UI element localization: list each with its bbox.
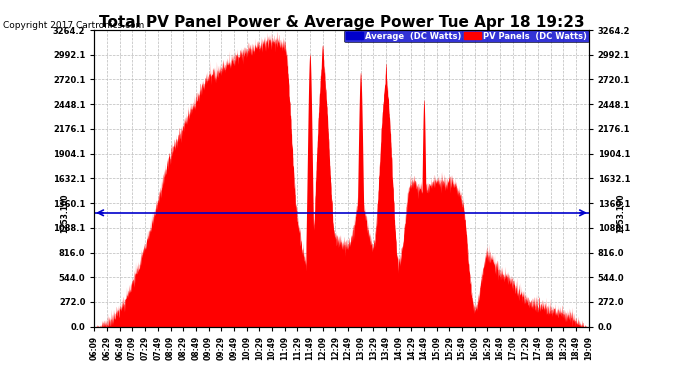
Text: Copyright 2017 Cartronics.com: Copyright 2017 Cartronics.com (3, 21, 145, 30)
Text: 1253.100: 1253.100 (60, 193, 69, 232)
Title: Total PV Panel Power & Average Power Tue Apr 18 19:23: Total PV Panel Power & Average Power Tue… (99, 15, 584, 30)
Text: 1253.100: 1253.100 (616, 193, 625, 232)
Legend: Average  (DC Watts), PV Panels  (DC Watts): Average (DC Watts), PV Panels (DC Watts) (344, 30, 589, 42)
